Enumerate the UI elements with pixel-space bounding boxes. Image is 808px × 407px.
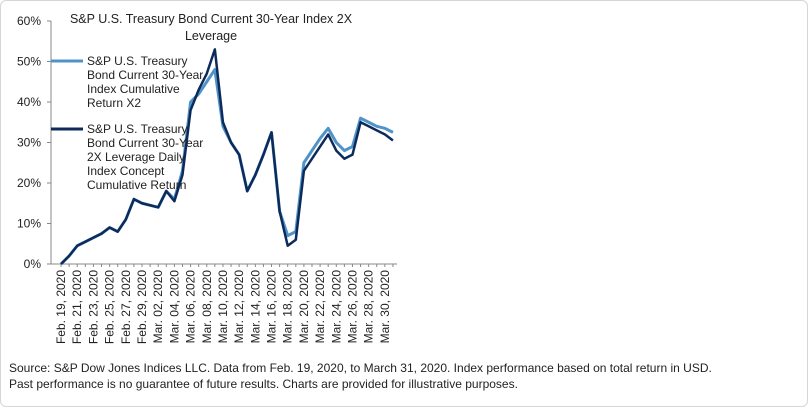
y-tick-label: 0%: [24, 257, 42, 271]
source-note: Source: S&P Dow Jones Indices LLC. Data …: [9, 361, 712, 375]
x-tick-label: Feb. 21, 2020: [70, 270, 84, 344]
y-tick-label: 50%: [17, 55, 41, 69]
x-tick-label: Mar. 22, 2020: [313, 270, 327, 344]
legend-label: S&P U.S. Treasury Bond Current 30-Year I…: [87, 54, 204, 110]
x-tick-label: Mar. 06, 2020: [184, 270, 198, 344]
x-tick-label: Mar. 18, 2020: [281, 270, 295, 344]
x-tick-label: Feb. 23, 2020: [86, 270, 100, 344]
x-tick-label: Feb. 19, 2020: [54, 270, 68, 344]
x-tick-label: Mar. 02, 2020: [151, 270, 165, 344]
y-tick-label: 40%: [17, 95, 41, 109]
legend-label: S&P U.S. Treasury Bond Current 30-Year 2…: [87, 122, 204, 192]
series-line: [60, 48, 394, 265]
x-tick-label: Mar. 20, 2020: [297, 270, 311, 344]
x-tick-label: Mar. 30, 2020: [378, 270, 392, 344]
x-tick-label: Mar. 10, 2020: [216, 270, 230, 344]
x-tick-label: Mar. 26, 2020: [345, 270, 359, 344]
x-tick-label: Mar. 16, 2020: [265, 270, 279, 344]
chart-title: S&P U.S. Treasury Bond Current 30-Year I…: [69, 12, 353, 43]
x-tick-label: Mar. 14, 2020: [248, 270, 262, 344]
x-tick-label: Mar. 12, 2020: [232, 270, 246, 344]
x-tick-label: Mar. 24, 2020: [329, 270, 343, 344]
x-tick-label: Mar. 28, 2020: [362, 270, 376, 344]
y-tick-label: 60%: [17, 14, 41, 28]
y-tick-label: 20%: [17, 176, 41, 190]
x-tick-label: Feb. 29, 2020: [135, 270, 149, 344]
y-tick-label: 10%: [17, 217, 41, 231]
x-tick-label: Feb. 27, 2020: [119, 270, 133, 344]
disclaimer-note: Past performance is no guarantee of futu…: [9, 377, 518, 391]
x-tick-label: Mar. 08, 2020: [200, 270, 214, 344]
x-tick-label: Feb. 25, 2020: [103, 270, 117, 344]
y-tick-label: 30%: [17, 136, 41, 150]
x-tick-label: Mar. 04, 2020: [167, 270, 181, 344]
